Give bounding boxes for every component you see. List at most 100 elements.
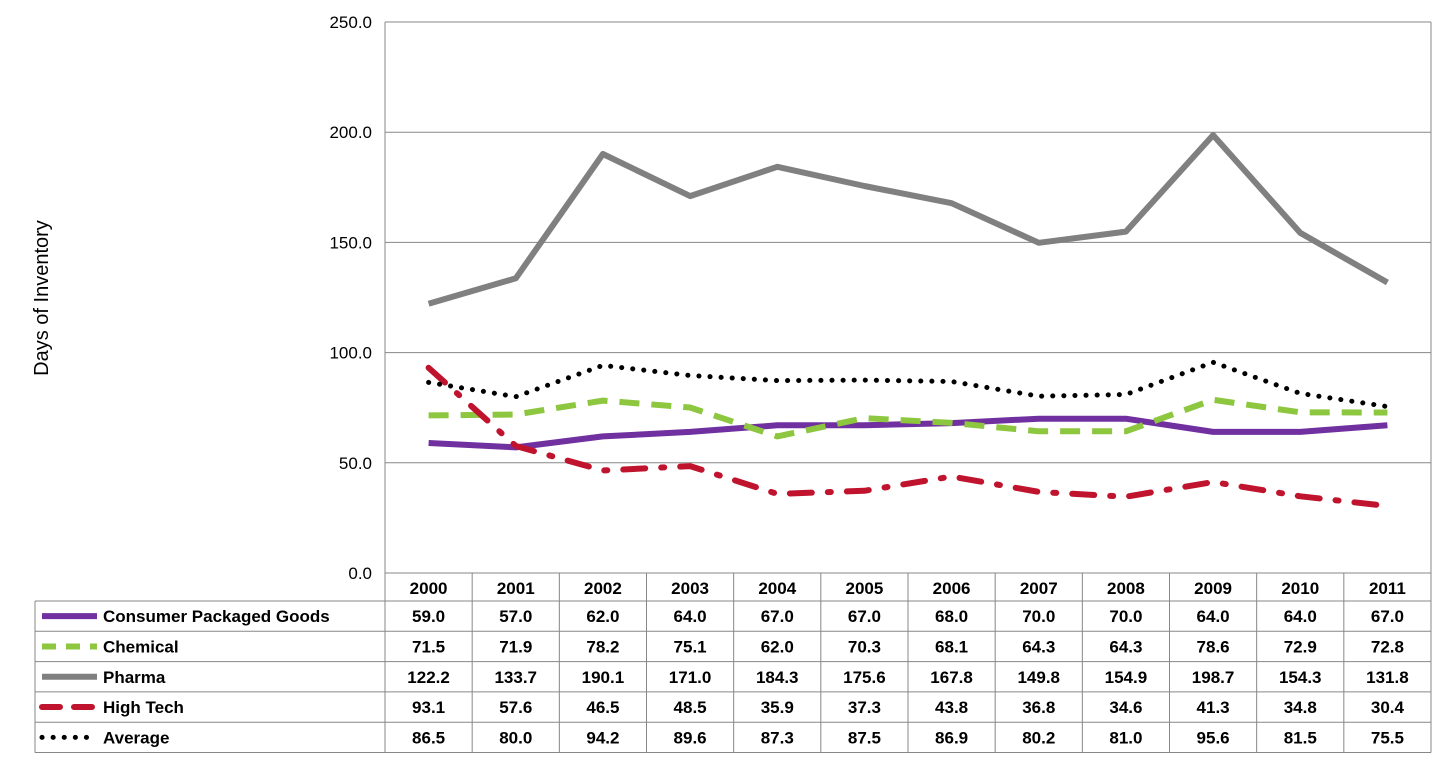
y-tick-label: 150.0 — [329, 233, 372, 252]
x-category-label: 2008 — [1107, 579, 1145, 598]
y-tick-label: 200.0 — [329, 123, 372, 142]
y-tick-label: 0.0 — [348, 564, 372, 583]
data-point-chemical — [1210, 397, 1216, 403]
data-label-high-tech: 41.3 — [1197, 698, 1230, 717]
data-label-pharma: 149.8 — [1017, 668, 1060, 687]
x-category-label: 2003 — [671, 579, 709, 598]
data-label-consumer-packaged-goods: 57.0 — [499, 607, 532, 626]
data-point-high-tech — [600, 468, 606, 474]
data-point-chemical — [861, 415, 867, 421]
data-point-average — [426, 379, 432, 385]
data-label-consumer-packaged-goods: 67.0 — [761, 607, 794, 626]
data-point-average — [513, 394, 519, 400]
data-point-pharma — [1384, 280, 1390, 286]
data-label-average: 94.2 — [586, 728, 619, 747]
data-label-average: 87.5 — [848, 728, 881, 747]
legend-label-consumer-packaged-goods: Consumer Packaged Goods — [103, 607, 330, 626]
x-category-label: 2006 — [933, 579, 971, 598]
data-label-consumer-packaged-goods: 67.0 — [1371, 607, 1404, 626]
series-line-chemical — [428, 396, 1388, 440]
data-point-chemical — [774, 433, 780, 439]
data-label-chemical: 62.0 — [761, 637, 794, 656]
data-label-chemical: 78.2 — [586, 637, 619, 656]
data-point-chemical — [426, 412, 432, 418]
data-point-pharma — [949, 200, 955, 206]
data-point-chemical — [513, 412, 519, 418]
data-point-consumer-packaged-goods — [1210, 429, 1216, 435]
data-label-pharma: 190.1 — [582, 668, 625, 687]
data-label-pharma: 131.8 — [1366, 668, 1409, 687]
data-label-chemical: 71.9 — [499, 637, 532, 656]
data-label-high-tech: 30.4 — [1371, 698, 1405, 717]
data-label-consumer-packaged-goods: 62.0 — [586, 607, 619, 626]
data-point-high-tech — [1036, 489, 1042, 495]
data-point-high-tech — [1297, 493, 1303, 499]
legend-label-average: Average — [103, 728, 169, 747]
data-label-high-tech: 35.9 — [761, 698, 794, 717]
data-point-average — [774, 378, 780, 384]
data-label-pharma: 184.3 — [756, 668, 799, 687]
data-label-chemical: 64.3 — [1022, 637, 1055, 656]
data-point-consumer-packaged-goods — [1384, 422, 1390, 428]
y-axis-label: Days of Inventory — [31, 220, 53, 376]
data-point-consumer-packaged-goods — [600, 433, 606, 439]
data-label-high-tech: 93.1 — [412, 698, 445, 717]
data-label-pharma: 122.2 — [407, 668, 450, 687]
data-point-consumer-packaged-goods — [1036, 416, 1042, 422]
legend-label-high-tech: High Tech — [103, 698, 184, 717]
data-point-average — [1036, 393, 1042, 399]
data-label-average: 87.3 — [761, 728, 794, 747]
data-point-pharma — [513, 275, 519, 281]
series-line-pharma — [427, 132, 1389, 307]
data-point-chemical — [1036, 428, 1042, 434]
x-category-label: 2002 — [584, 579, 622, 598]
data-point-consumer-packaged-goods — [1123, 416, 1129, 422]
data-point-high-tech — [861, 488, 867, 494]
data-point-pharma — [1210, 132, 1216, 138]
data-point-pharma — [687, 193, 693, 199]
data-label-average: 89.6 — [674, 728, 707, 747]
x-category-label: 2011 — [1369, 579, 1406, 598]
data-label-pharma: 175.6 — [843, 668, 886, 687]
data-label-consumer-packaged-goods: 64.0 — [1284, 607, 1317, 626]
data-point-high-tech — [1210, 479, 1216, 485]
data-label-consumer-packaged-goods: 59.0 — [412, 607, 445, 626]
data-label-high-tech: 34.6 — [1109, 698, 1142, 717]
data-label-pharma: 198.7 — [1192, 668, 1235, 687]
data-point-pharma — [774, 164, 780, 170]
x-category-label: 2004 — [758, 579, 796, 598]
data-point-chemical — [1123, 428, 1129, 434]
data-label-high-tech: 46.5 — [586, 698, 619, 717]
data-label-average: 81.5 — [1284, 728, 1317, 747]
data-label-pharma: 133.7 — [494, 668, 537, 687]
x-category-label: 2007 — [1020, 579, 1058, 598]
data-point-consumer-packaged-goods — [426, 440, 432, 446]
data-label-high-tech: 36.8 — [1022, 698, 1055, 717]
data-label-average: 80.2 — [1022, 728, 1055, 747]
data-label-average: 86.5 — [412, 728, 445, 747]
data-label-chemical: 75.1 — [674, 637, 707, 656]
data-point-consumer-packaged-goods — [687, 429, 693, 435]
data-label-consumer-packaged-goods: 64.0 — [674, 607, 707, 626]
data-label-high-tech: 48.5 — [674, 698, 707, 717]
data-label-average: 80.0 — [499, 728, 532, 747]
data-point-consumer-packaged-goods — [774, 422, 780, 428]
data-point-chemical — [1297, 409, 1303, 415]
legend-label-pharma: Pharma — [103, 668, 166, 687]
data-label-chemical: 64.3 — [1109, 637, 1142, 656]
data-point-average — [687, 373, 693, 379]
data-point-high-tech — [949, 473, 955, 479]
data-point-high-tech — [426, 365, 432, 371]
data-label-high-tech: 57.6 — [499, 698, 532, 717]
data-label-average: 81.0 — [1109, 728, 1142, 747]
y-tick-label: 100.0 — [329, 344, 372, 363]
data-label-chemical: 72.9 — [1284, 637, 1317, 656]
data-point-average — [1210, 359, 1216, 365]
data-point-high-tech — [687, 463, 693, 469]
data-point-average — [1297, 390, 1303, 396]
data-point-high-tech — [1123, 494, 1129, 500]
x-category-label: 2010 — [1281, 579, 1319, 598]
x-category-label: 2009 — [1194, 579, 1232, 598]
data-label-consumer-packaged-goods: 70.0 — [1109, 607, 1142, 626]
